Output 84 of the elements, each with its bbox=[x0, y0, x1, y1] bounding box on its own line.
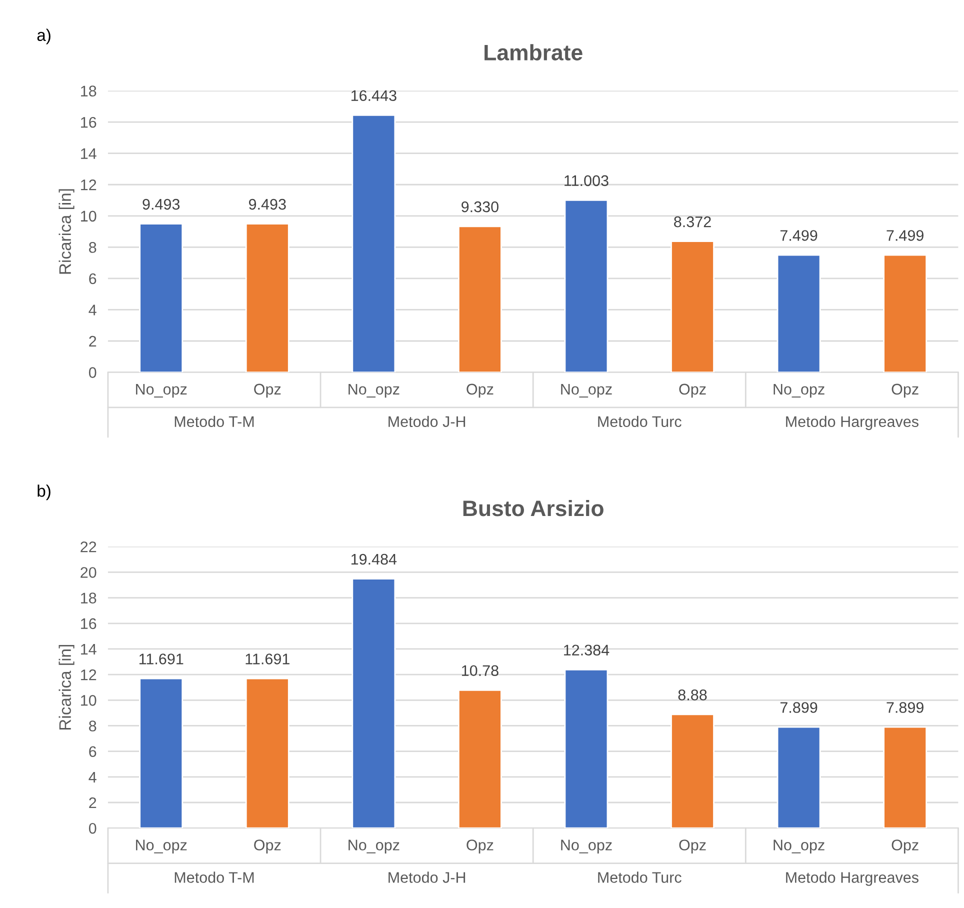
chart-title: Lambrate bbox=[484, 44, 582, 60]
y-tick-label: 0 bbox=[88, 822, 96, 834]
y-tick-label: 14 bbox=[81, 644, 96, 655]
x-tick-label: No_opz bbox=[348, 840, 400, 854]
data-label: 19.484 bbox=[351, 554, 397, 565]
x-tick-label: Opz bbox=[466, 840, 494, 854]
x-tick-label: Opz bbox=[892, 384, 918, 398]
y-tick-label: 18 bbox=[81, 592, 96, 604]
y-tick-label: 10 bbox=[81, 695, 96, 706]
x-tick-label: No_opz bbox=[561, 840, 612, 854]
y-tick-label: 14 bbox=[81, 148, 96, 159]
text: Metodo J-H bbox=[388, 872, 466, 883]
text: Metodo Turc bbox=[598, 872, 682, 883]
bar bbox=[352, 578, 396, 828]
text: Metodo T-M bbox=[174, 872, 254, 883]
bar bbox=[245, 223, 290, 372]
x-tick-label: Opz bbox=[254, 840, 281, 854]
bar bbox=[458, 689, 502, 828]
data-label: 16.443 bbox=[351, 90, 396, 102]
data-label: 7.499 bbox=[886, 230, 924, 241]
bar bbox=[883, 254, 928, 372]
bar bbox=[139, 678, 184, 828]
y-tick-label: 12 bbox=[81, 669, 96, 680]
y-tick-label: 8 bbox=[89, 242, 96, 253]
x-tick-label: Opz bbox=[679, 840, 706, 854]
y-tick-label: 8 bbox=[89, 720, 96, 732]
bar bbox=[564, 668, 608, 828]
bar bbox=[670, 240, 714, 372]
y-tick-label: 0 bbox=[88, 367, 96, 378]
data-label: 10.78 bbox=[462, 665, 498, 676]
bar bbox=[564, 200, 608, 372]
data-label: 11.003 bbox=[564, 175, 608, 186]
x-tick-label: No_opz bbox=[136, 840, 187, 854]
y-axis-title: Ricarica [in] bbox=[58, 189, 74, 274]
bar bbox=[670, 714, 714, 828]
text: a) bbox=[37, 28, 50, 44]
bar bbox=[139, 223, 184, 372]
bar bbox=[883, 726, 928, 828]
data-label: 12.384 bbox=[564, 644, 610, 656]
y-tick-label: 6 bbox=[89, 746, 96, 758]
y-tick-label: 4 bbox=[88, 304, 96, 316]
y-tick-label: 2 bbox=[89, 797, 96, 808]
data-label: 11.691 bbox=[139, 654, 184, 664]
y-tick-label: 20 bbox=[80, 567, 96, 578]
y-tick-label: 4 bbox=[88, 772, 96, 782]
bar bbox=[458, 226, 502, 372]
y-tick-label: 12 bbox=[81, 179, 96, 190]
bar bbox=[776, 254, 821, 372]
x-tick-label: Opz bbox=[892, 840, 918, 854]
y-tick-label: 16 bbox=[81, 116, 96, 128]
data-label: 8.372 bbox=[674, 216, 711, 228]
bar bbox=[776, 726, 821, 828]
y-tick-label: 22 bbox=[80, 541, 96, 552]
data-label: 9.493 bbox=[248, 198, 286, 210]
data-label: 11.691 bbox=[246, 654, 290, 664]
data-label: 7.899 bbox=[886, 702, 924, 713]
text: Metodo T-M bbox=[174, 416, 254, 428]
x-tick-label: Opz bbox=[254, 384, 281, 398]
y-tick-label: 10 bbox=[81, 210, 96, 222]
x-tick-label: No_opz bbox=[561, 384, 612, 398]
text: Metodo Hargreaves bbox=[786, 416, 918, 430]
text: Metodo Hargreaves bbox=[786, 872, 918, 886]
x-tick-label: No_opz bbox=[348, 384, 400, 398]
text: Metodo Turc bbox=[598, 416, 682, 428]
bar bbox=[245, 678, 290, 828]
data-label: 8.88 bbox=[678, 690, 707, 700]
y-axis-title: Ricarica [in] bbox=[58, 645, 74, 730]
x-tick-label: No_opz bbox=[774, 384, 824, 398]
text: b) bbox=[38, 484, 50, 500]
y-tick-label: 6 bbox=[89, 273, 96, 284]
data-label: 7.499 bbox=[780, 230, 818, 241]
data-label: 7.899 bbox=[780, 702, 818, 713]
chart-title: Busto Arsizio bbox=[463, 500, 604, 516]
y-tick-label: 18 bbox=[81, 86, 96, 96]
x-tick-label: Opz bbox=[466, 384, 494, 398]
x-tick-label: No_opz bbox=[136, 384, 187, 398]
data-label: 9.493 bbox=[142, 198, 180, 210]
x-tick-label: Opz bbox=[679, 384, 706, 398]
y-tick-label: 16 bbox=[81, 618, 96, 630]
x-tick-label: No_opz bbox=[774, 840, 824, 854]
y-tick-label: 2 bbox=[89, 336, 96, 347]
bar bbox=[352, 114, 396, 372]
data-label: 9.330 bbox=[462, 201, 498, 212]
text: Metodo J-H bbox=[388, 416, 466, 428]
